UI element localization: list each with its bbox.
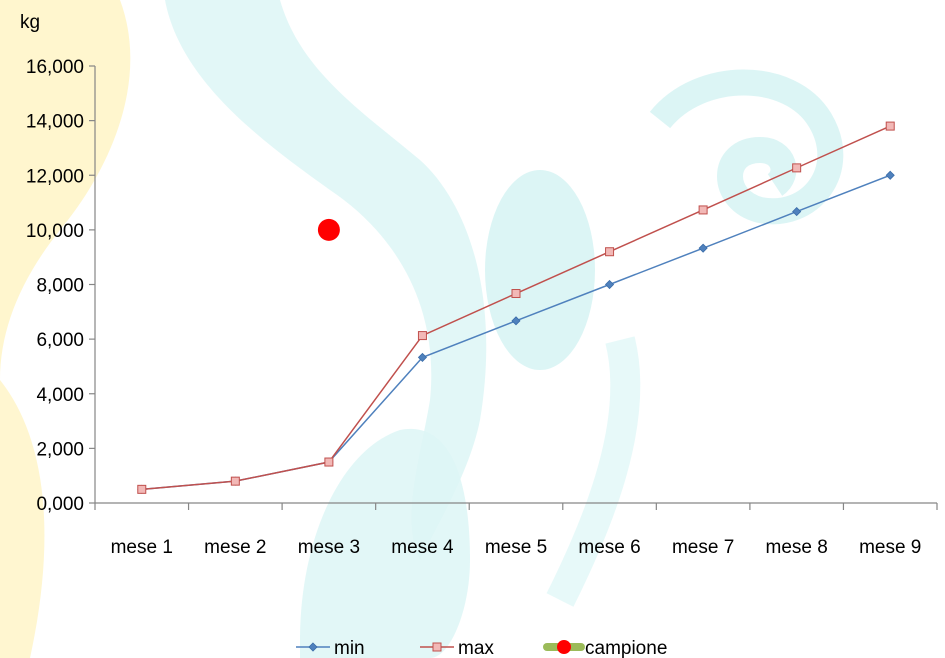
data-point-min [792,207,802,217]
data-point-max [605,247,615,257]
y-tick-label: 8,000 [36,276,84,297]
data-point-max [324,457,334,467]
data-point-campione [317,218,340,241]
data-point-max [885,121,895,131]
data-point-max [511,289,521,299]
data-point-max [792,163,802,173]
series-max [137,121,895,494]
legend: min max campione [296,638,667,658]
y-tick-label: 6,000 [36,330,84,351]
x-tick-label: mese 3 [298,537,360,558]
legend-marker-max [432,642,442,652]
y-axis-unit-label: kg [20,12,40,33]
series-layer [137,121,895,494]
data-point-min [698,243,708,253]
legend-marker-min [308,642,318,652]
legend-label-min: min [334,638,365,658]
y-tick-labels: 0,000 2,000 4,000 6,000 8,000 10,000 12,000 14,… [26,57,84,515]
data-point-max [137,484,147,494]
y-tick-label: 0,000 [36,494,84,515]
data-point-min [417,352,428,362]
data-point-min [885,170,895,180]
x-tick-label: mese 8 [766,537,828,558]
x-tick-label: mese 6 [578,537,640,558]
y-tick-label: 12,000 [26,166,84,187]
data-point-min [511,316,521,326]
y-tick-label: 16,000 [26,57,84,78]
y-tick-label: 2,000 [36,439,84,460]
axes [89,65,938,510]
data-point-max [417,331,427,341]
data-point-min [604,279,615,290]
x-tick-label: mese 1 [111,537,173,558]
series-campione [317,218,340,241]
x-tick-label: mese 5 [485,537,547,558]
data-point-max [698,205,708,215]
x-tick-label: mese 2 [204,537,266,558]
legend-marker-campione [557,640,571,654]
data-point-max [230,476,240,486]
x-tick-label: mese 4 [391,537,454,558]
legend-item-max: max [420,638,494,658]
x-tick-label: mese 9 [859,537,921,558]
legend-item-min: min [296,638,365,658]
legend-label-max: max [458,638,494,658]
x-tick-label: mese 7 [672,537,734,558]
y-tick-label: 4,000 [36,385,84,406]
legend-item-campione: campione [543,638,667,658]
y-tick-label: 14,000 [26,112,84,133]
x-tick-labels: mese 1 mese 2 mese 3 mese 4 mese 5 mese 6 mese… [111,537,922,558]
legend-label-campione: campione [585,638,667,658]
y-tick-label: 10,000 [26,221,84,242]
